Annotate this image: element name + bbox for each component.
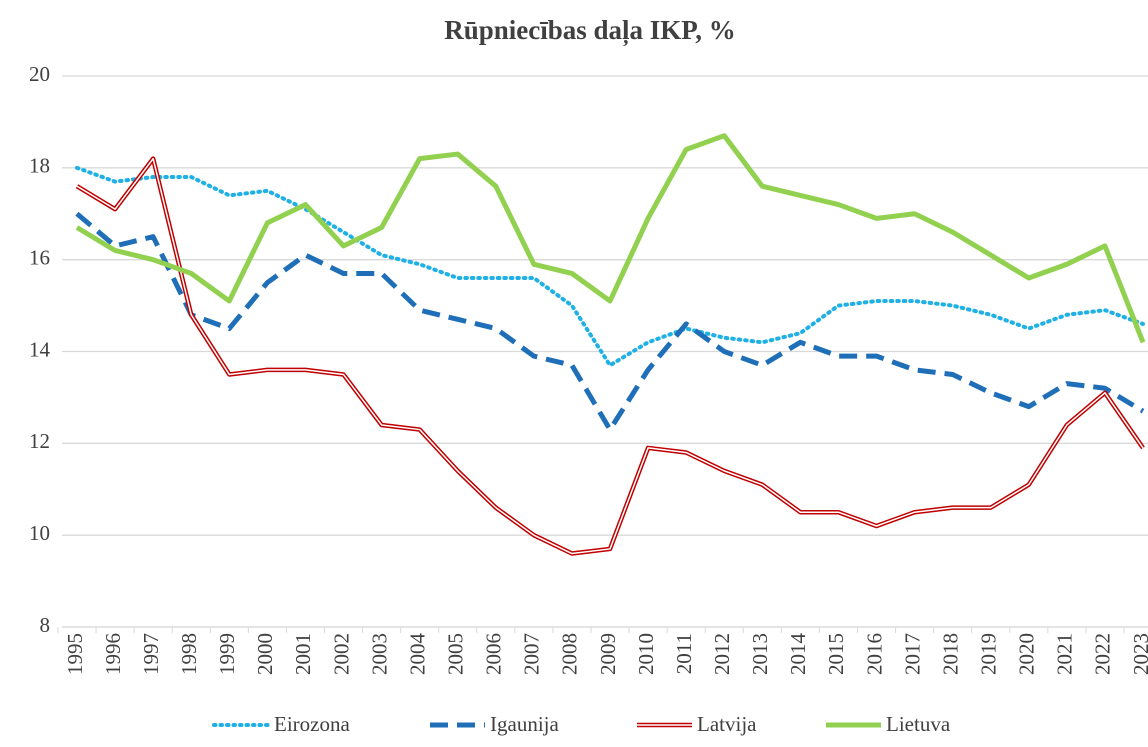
series-line [75, 165, 1145, 368]
legend-label: Lietuva [886, 712, 951, 736]
x-tick-label: 2003 [367, 633, 391, 675]
x-tick-label: 2018 [938, 633, 962, 675]
series-line [75, 133, 1146, 344]
x-tick-label: 2002 [329, 633, 353, 675]
x-tick-label: 1999 [215, 633, 239, 675]
x-tick-label: 2021 [1053, 633, 1077, 675]
x-tick-label: 2008 [558, 633, 582, 675]
x-tick-label: 2001 [291, 633, 315, 675]
x-tick-label: 2013 [748, 633, 772, 675]
y-tick-label: 16 [29, 245, 50, 269]
y-tick-label: 18 [29, 154, 50, 178]
y-tick-label: 8 [40, 613, 51, 637]
x-tick-label: 1996 [101, 633, 125, 675]
legend-label: Latvija [697, 712, 757, 736]
x-tick-label: 2023 [1129, 633, 1148, 675]
x-tick-label: 2014 [786, 633, 810, 676]
x-tick-label: 2016 [862, 633, 886, 675]
y-tick-label: 10 [29, 521, 50, 545]
x-tick-label: 2012 [710, 633, 734, 675]
x-tick-label: 2020 [1015, 633, 1039, 675]
y-tick-label: 12 [29, 429, 50, 453]
y-tick-label: 20 [29, 62, 50, 86]
series-line [75, 156, 1145, 556]
x-tick-label: 2006 [482, 633, 506, 675]
x-tick-label: 2007 [520, 633, 544, 675]
x-tick-label: 2022 [1091, 633, 1115, 675]
x-tick-label: 2004 [405, 633, 429, 676]
legend-label: Igaunija [490, 712, 559, 736]
x-tick-label: 2015 [824, 633, 848, 675]
x-tick-label: 2017 [900, 633, 924, 675]
legend-label: Eirozona [274, 712, 350, 736]
x-tick-label: 2005 [444, 633, 468, 675]
x-tick-label: 2011 [672, 633, 696, 674]
x-tick-label: 2010 [634, 633, 658, 675]
x-tick-label: 2019 [977, 633, 1001, 675]
x-tick-label: 1997 [139, 633, 163, 675]
series-line [75, 211, 1145, 433]
x-tick-label: 2009 [596, 633, 620, 675]
y-tick-label: 14 [29, 337, 51, 361]
series-line-inner [76, 157, 1144, 555]
x-tick-label: 1995 [63, 633, 87, 675]
x-tick-label: 1998 [177, 633, 201, 675]
chart-title: Rūpniecības daļa IKP, % [444, 15, 736, 47]
x-tick-label: 2000 [253, 633, 277, 675]
